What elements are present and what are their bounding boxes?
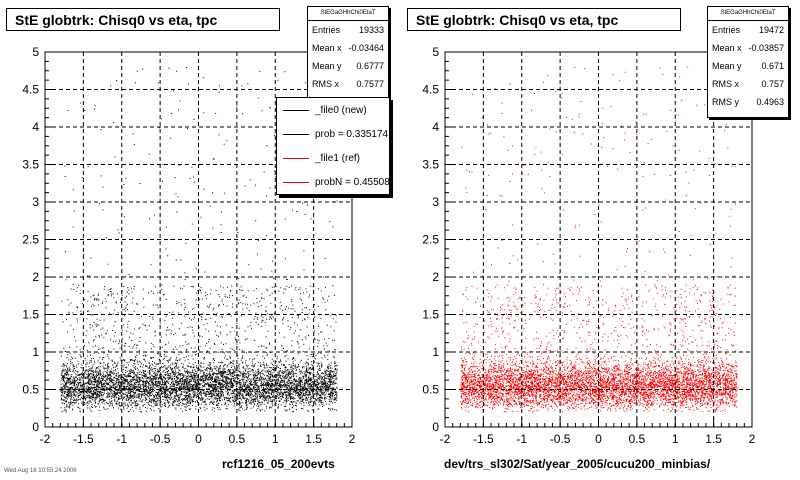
legend-entry-probn: probN = 0.455088: [277, 170, 389, 194]
y-tick-label: 4.5: [22, 83, 39, 97]
x-tick-label: 0.5: [229, 432, 246, 446]
grid-lines: [445, 52, 752, 427]
y-tick-label: 1.5: [22, 308, 39, 322]
legend-entry-prob: prob = 0.335174: [277, 122, 389, 146]
y-tick-label: 5: [32, 45, 39, 59]
y-tick-label: 4: [32, 120, 39, 134]
y-tick-label: 2.5: [22, 233, 39, 247]
stats-row-entries: Entries 19472: [712, 25, 784, 35]
y-tick-label: 0.5: [422, 383, 439, 397]
right-x-axis-label: dev/trs_sl302/Sat/year_2005/cucu200_minb…: [444, 457, 711, 471]
x-tick-label: -0.5: [550, 432, 571, 446]
y-tick-label: 1: [32, 345, 39, 359]
y-tick-label: 4.5: [422, 83, 439, 97]
x-tick-label: -2: [40, 432, 51, 446]
stats-row-rms-y: RMS y 0.4963: [712, 97, 784, 107]
legend: _file0 (new) prob = 0.335174 _file1 (ref…: [276, 97, 390, 195]
date-stamp: Wed Aug 16 10:55:24 2006: [4, 468, 77, 474]
right-plot-title: StE globtrk: Chisq0 vs eta, tpc: [407, 8, 681, 31]
scatter-cloud: [60, 67, 338, 413]
y-tick-label: 0: [32, 420, 39, 434]
y-tick-label: 3.5: [422, 158, 439, 172]
stats-row-mean-y: Mean y 0.6777: [312, 61, 384, 71]
stats-title: StEGaGHhChi0EtaT: [308, 7, 388, 21]
x-tick-label: -1.5: [473, 432, 494, 446]
x-tick-label: -0.5: [150, 432, 171, 446]
y-tick-label: 2.5: [422, 233, 439, 247]
left-x-axis-label: rcf1216_05_200evts: [222, 457, 335, 471]
stats-title: StEGaGHhChi0EtaT: [708, 7, 788, 21]
x-tick-label: -1: [116, 432, 127, 446]
y-tick-label: 1.5: [422, 308, 439, 322]
y-tick-label: 3: [32, 195, 39, 209]
legend-entry-file1: _file1 (ref): [277, 146, 389, 170]
x-tick-label: 1.5: [305, 432, 322, 446]
x-tick-label: 1.5: [705, 432, 722, 446]
axes: -2 -1.5 -1 -0.5 0 0.5 1 1.5 2 0 0.5 1 1.5 2 2.5 3 3.5 4 4.…: [422, 45, 755, 446]
x-tick-label: -1: [516, 432, 527, 446]
y-tick-label: 5: [432, 45, 439, 59]
stats-row-mean-y: Mean y 0.671: [712, 61, 784, 71]
x-tick-label: -2: [440, 432, 451, 446]
y-tick-label: 0: [432, 420, 439, 434]
x-tick-label: 1: [672, 432, 679, 446]
left-stats-box: StEGaGHhChi0EtaT Entries 19333 Mean x -0.0…: [307, 6, 389, 100]
y-tick-label: 0.5: [22, 383, 39, 397]
right-histogram-panel: -2 -1.5 -1 -0.5 0 0.5 1 1.5 2 0 0.5 1 1.5 2 2.5 3 3.5 4 4.…: [422, 45, 755, 446]
x-tick-label: 2: [749, 432, 756, 446]
y-tick-label: 1: [432, 345, 439, 359]
right-stats-box: StEGaGHhChi0EtaT Entries 19472 Mean x -0.0…: [707, 6, 789, 118]
x-tick-label: 0: [595, 432, 602, 446]
left-plot-title: StE globtrk: Chisq0 vs eta, tpc: [6, 8, 280, 31]
stats-row-mean-x: Mean x -0.03857: [712, 43, 784, 53]
y-tick-label: 4: [432, 120, 439, 134]
axes: -2 -1.5 -1 -0.5 0 0.5 1 1.5 2 0 0.5 1 1.5 2 2.5 3 3.5 4 4.…: [22, 45, 355, 446]
x-tick-label: 0.5: [629, 432, 646, 446]
stats-row-rms-x: RMS x 0.757: [712, 79, 784, 89]
stats-row-entries: Entries 19333: [312, 25, 384, 35]
stats-row-mean-x: Mean x -0.03464: [312, 43, 384, 53]
x-tick-label: 1: [272, 432, 279, 446]
x-tick-label: 2: [349, 432, 356, 446]
legend-entry-file0: _file0 (new): [277, 98, 389, 122]
scatter-points: [60, 67, 338, 413]
y-tick-label: 2: [32, 270, 39, 284]
y-tick-label: 2: [432, 270, 439, 284]
y-tick-label: 3: [432, 195, 439, 209]
stats-row-rms-x: RMS x 0.7577: [312, 79, 384, 89]
x-tick-label: 0: [195, 432, 202, 446]
x-tick-label: -1.5: [73, 432, 94, 446]
y-tick-label: 3.5: [22, 158, 39, 172]
